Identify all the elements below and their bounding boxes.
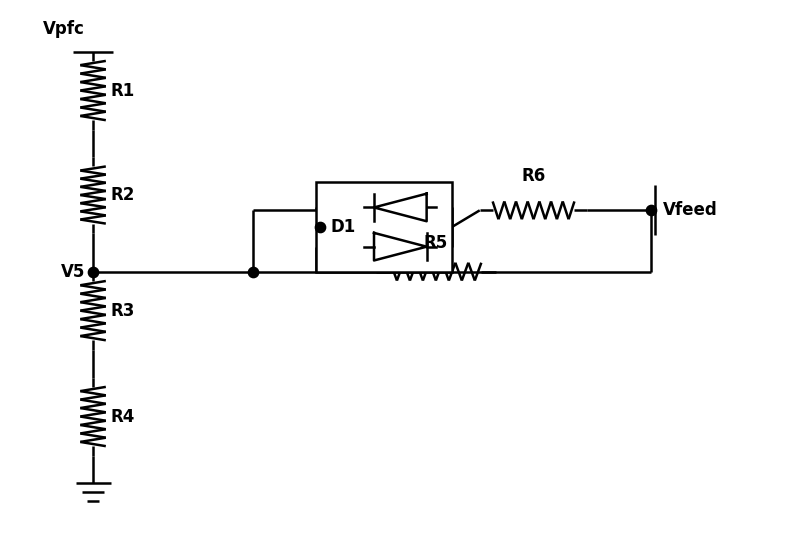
Text: R5: R5 <box>424 234 448 252</box>
Bar <box>316 183 452 272</box>
Text: Vfeed: Vfeed <box>663 202 718 220</box>
Text: R4: R4 <box>110 408 135 426</box>
Text: R1: R1 <box>110 82 135 100</box>
Text: V5: V5 <box>61 263 85 281</box>
Text: D1: D1 <box>330 218 356 236</box>
Point <box>246 267 259 276</box>
Text: R6: R6 <box>522 167 546 185</box>
Text: R3: R3 <box>110 302 135 320</box>
Text: R2: R2 <box>110 186 135 204</box>
Point <box>645 206 658 215</box>
Text: Vpfc: Vpfc <box>43 20 85 38</box>
Point <box>314 222 326 231</box>
Point <box>86 267 99 276</box>
